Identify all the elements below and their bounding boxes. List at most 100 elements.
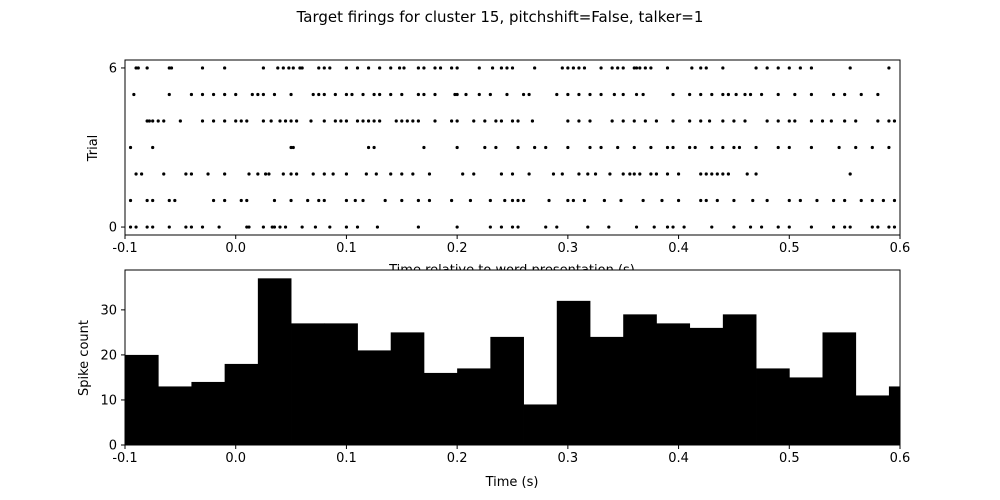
spike-point: [599, 66, 603, 70]
spike-point: [322, 66, 326, 70]
spike-point: [649, 66, 653, 70]
spike-point: [734, 92, 738, 97]
spike-point: [450, 198, 454, 203]
spike-point: [582, 198, 587, 203]
raster-points: [128, 66, 897, 229]
spike-point: [671, 119, 675, 123]
spike-point: [140, 172, 144, 176]
spike-point: [634, 66, 639, 70]
spike-point: [184, 225, 188, 229]
spike-point: [649, 145, 653, 150]
spike-point: [848, 172, 852, 176]
spike-point: [571, 66, 575, 70]
spike-point: [854, 119, 858, 123]
histogram-bars: [125, 278, 901, 445]
histogram-y-tick-label: 0: [109, 439, 117, 454]
spike-point: [295, 119, 299, 123]
raster-y-tick-label: 6: [109, 61, 117, 76]
spike-point: [256, 92, 260, 97]
raster-y-axis-label: Trial: [86, 135, 101, 163]
histogram-bar: [191, 381, 226, 445]
spike-point: [167, 92, 171, 97]
spike-point: [665, 172, 670, 176]
spike-point: [344, 66, 349, 70]
histogram-bar: [722, 314, 757, 445]
spike-point: [189, 172, 194, 176]
spike-point: [577, 66, 581, 70]
spike-point: [544, 145, 548, 150]
spike-point: [616, 66, 620, 70]
spike-point: [776, 66, 780, 70]
spike-point: [699, 119, 703, 123]
spike-point: [632, 66, 636, 70]
spike-point: [616, 145, 620, 150]
spike-point: [870, 145, 874, 150]
spike-point: [239, 119, 243, 123]
histogram-x-tick-label: 0.1: [336, 451, 357, 466]
spike-point: [798, 66, 802, 70]
spike-point: [588, 92, 592, 97]
spike-point: [754, 145, 758, 150]
spike-point: [748, 225, 753, 229]
spike-point: [699, 172, 703, 176]
spike-point: [829, 119, 833, 123]
histogram-bar: [822, 332, 857, 445]
spike-point: [721, 119, 725, 123]
spike-point: [162, 119, 166, 123]
spike-point: [136, 66, 140, 70]
spike-point: [586, 172, 590, 176]
spike-point: [245, 119, 249, 123]
spike-point: [551, 172, 556, 176]
raster-x-tick-label: 0.3: [558, 241, 579, 256]
spike-point: [560, 66, 564, 70]
spike-point: [261, 119, 265, 123]
spike-point: [427, 172, 432, 176]
spike-point: [438, 66, 443, 70]
spike-point: [234, 92, 238, 97]
spike-point: [422, 92, 426, 97]
spike-point: [488, 225, 492, 229]
spike-point: [245, 225, 249, 229]
spike-point: [704, 172, 708, 176]
spike-point: [641, 92, 645, 97]
spike-point: [831, 92, 836, 97]
spike-point: [378, 92, 382, 97]
spike-point: [887, 225, 891, 229]
spike-point: [291, 145, 295, 150]
spike-point: [372, 92, 376, 97]
spike-point: [339, 119, 343, 123]
spike-point: [383, 198, 387, 203]
histogram-bar: [224, 363, 259, 445]
raster-x-ticks: -0.1 0.0 0.1 0.2 0.3 0.4 0.5 0.6: [112, 235, 910, 256]
spike-point: [715, 198, 719, 203]
raster-x-tick-label: -0.1: [112, 241, 137, 256]
spike-point: [400, 198, 404, 203]
spike-point: [787, 119, 791, 123]
histogram-x-axis-label: Time (s): [485, 475, 539, 490]
spike-point: [333, 92, 337, 97]
spike-point: [854, 145, 858, 150]
spike-point: [128, 198, 133, 203]
histogram-x-tick-label: 0.0: [225, 451, 246, 466]
spike-point: [300, 225, 304, 229]
spike-point: [499, 119, 504, 123]
raster-x-tick-label: 0.6: [890, 241, 911, 256]
spike-point: [167, 198, 171, 203]
spike-point: [366, 145, 371, 150]
histogram-bar: [125, 354, 159, 445]
spike-point: [516, 198, 520, 203]
spike-point: [234, 119, 238, 123]
spike-point: [815, 198, 819, 203]
spike-point: [566, 92, 570, 97]
spike-point: [577, 172, 581, 176]
spike-point: [378, 66, 382, 70]
spike-point: [566, 145, 570, 150]
spike-point: [200, 66, 205, 70]
spike-point: [350, 92, 354, 97]
histogram-bar: [756, 368, 790, 445]
spike-point: [411, 119, 415, 123]
spike-point: [688, 119, 692, 123]
spike-point: [169, 66, 174, 70]
spike-point: [634, 92, 639, 97]
spike-point: [510, 66, 515, 70]
